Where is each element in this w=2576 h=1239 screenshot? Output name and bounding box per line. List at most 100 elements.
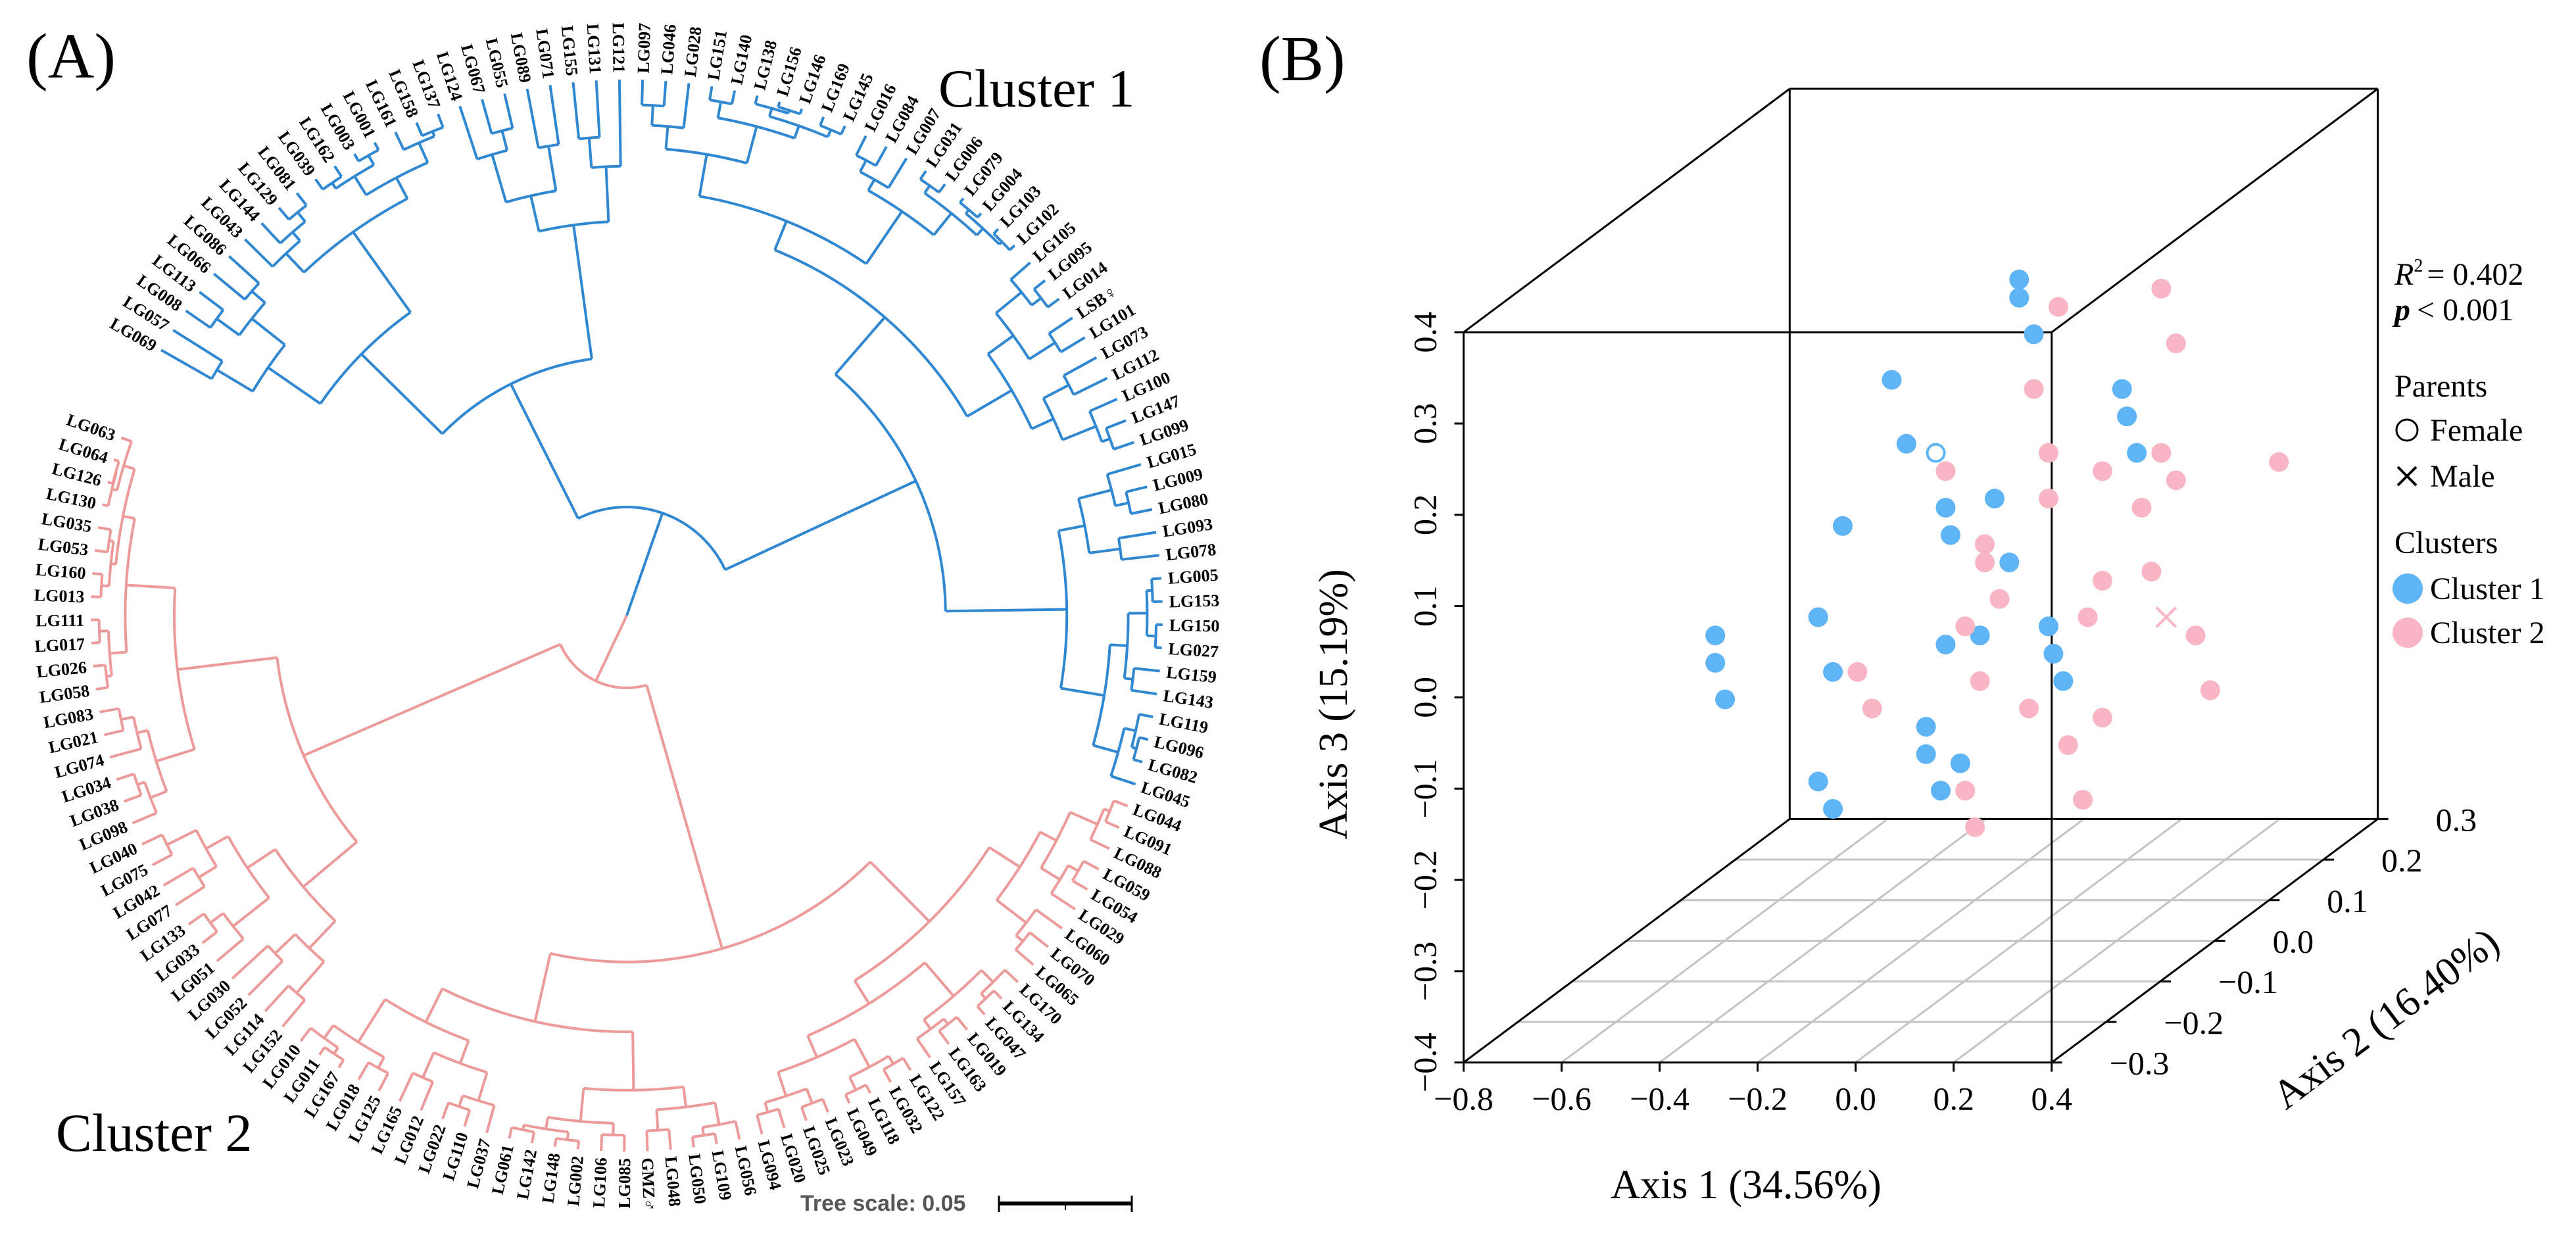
branch bbox=[93, 664, 106, 668]
branch bbox=[1060, 687, 1105, 697]
branch-arc bbox=[523, 1123, 569, 1134]
branch bbox=[787, 110, 790, 114]
branch bbox=[109, 747, 142, 759]
branch bbox=[395, 177, 409, 199]
branch bbox=[99, 707, 120, 714]
cluster-1-point bbox=[1715, 689, 1736, 710]
branch bbox=[714, 1102, 721, 1125]
branch bbox=[177, 656, 278, 671]
branch-arc bbox=[995, 831, 1042, 901]
cluster-1-point bbox=[1882, 370, 1902, 390]
axis-ticks: −0.8 −0.6 −0.4 −0.2 0.0 0.2 0.4 −0.4 −0.3 −0.2 −0.… bbox=[1407, 312, 2477, 1117]
cluster-2-point bbox=[1970, 671, 1990, 691]
branch bbox=[840, 125, 846, 135]
cluster-1-point bbox=[2009, 287, 2029, 308]
branch bbox=[529, 195, 541, 232]
leaf-label: LG058 bbox=[38, 681, 91, 707]
branch-arc bbox=[849, 1055, 890, 1079]
branch bbox=[819, 116, 825, 126]
branch bbox=[844, 1094, 851, 1104]
plot-box bbox=[1463, 87, 2379, 1064]
branch-arc bbox=[938, 1016, 958, 1032]
branch bbox=[106, 674, 112, 678]
branch-arc bbox=[756, 1107, 779, 1117]
branch-arc bbox=[641, 103, 664, 108]
branch-arc bbox=[919, 178, 940, 194]
cluster-2-point bbox=[2151, 443, 2172, 463]
cluster-1-point bbox=[1705, 652, 1726, 673]
branch-arc bbox=[1077, 498, 1091, 554]
cluster-2-point bbox=[2024, 379, 2044, 399]
branch bbox=[1146, 634, 1156, 638]
branch bbox=[1082, 860, 1100, 871]
branch bbox=[1125, 485, 1148, 494]
branch bbox=[458, 1095, 464, 1107]
branch bbox=[595, 615, 628, 682]
branch bbox=[398, 1072, 414, 1102]
branch bbox=[353, 153, 360, 162]
branch bbox=[120, 716, 134, 721]
branch bbox=[998, 241, 1003, 245]
cluster-1-point bbox=[1935, 497, 1956, 518]
branch bbox=[625, 512, 664, 616]
leaf-label: LG085 bbox=[615, 1158, 634, 1209]
cluster-1-point bbox=[1832, 516, 1853, 536]
axis-3-tick-label: −0.4 bbox=[1407, 1032, 1444, 1092]
grid-line bbox=[1659, 818, 1987, 1063]
branch bbox=[698, 154, 708, 197]
axis-3-title: Axis 3 (15.19%) bbox=[1311, 569, 1356, 840]
cluster-1-point bbox=[1984, 489, 2005, 509]
branch bbox=[682, 1086, 688, 1107]
branch bbox=[297, 211, 306, 223]
axis-2-tick-label: 0.3 bbox=[2436, 801, 2477, 838]
tree-scale: Tree scale: 0.05 bbox=[800, 1191, 1133, 1216]
branch bbox=[714, 1133, 718, 1144]
branch-arc bbox=[332, 1024, 385, 1059]
branch bbox=[777, 1071, 788, 1097]
grid-line bbox=[1953, 818, 2281, 1063]
branch bbox=[126, 583, 176, 590]
branch bbox=[1029, 931, 1049, 948]
axis-3-tick-label: −0.2 bbox=[1407, 850, 1444, 910]
leaf-label: LG028 bbox=[681, 26, 706, 78]
branch bbox=[865, 210, 904, 265]
leaf-label: LG002 bbox=[564, 1155, 587, 1207]
branch bbox=[919, 170, 927, 180]
axis-3-tick-label: −0.1 bbox=[1407, 759, 1444, 819]
branch bbox=[1138, 713, 1154, 719]
cluster-1-point bbox=[2112, 379, 2132, 399]
branch bbox=[1131, 746, 1137, 750]
leaf-label: LG035 bbox=[40, 509, 93, 536]
branch bbox=[198, 865, 218, 879]
branch bbox=[123, 464, 135, 470]
branch bbox=[175, 885, 206, 906]
branch bbox=[162, 867, 194, 887]
branch bbox=[166, 829, 197, 846]
branch-arc bbox=[538, 143, 559, 149]
branch-arc bbox=[994, 312, 1031, 360]
branch bbox=[418, 142, 429, 164]
branch bbox=[938, 1030, 950, 1045]
branch bbox=[228, 255, 260, 285]
male-marker-icon bbox=[2396, 466, 2418, 487]
branch bbox=[151, 853, 173, 867]
branch bbox=[500, 130, 509, 151]
branch-arc bbox=[819, 124, 842, 136]
branch bbox=[1063, 356, 1098, 377]
legend: R2 = 0.402 p < 0.001 Parents Female Male C… bbox=[2392, 256, 2545, 650]
cluster-2-title: Cluster 2 bbox=[56, 1103, 252, 1163]
legend-clusters-title: Clusters bbox=[2394, 525, 2498, 560]
branch-arc bbox=[959, 201, 979, 218]
branch bbox=[976, 1005, 986, 1015]
branch bbox=[155, 748, 195, 763]
branch bbox=[745, 126, 758, 164]
branch bbox=[959, 197, 965, 204]
cluster-1-point bbox=[1931, 781, 1951, 801]
branch bbox=[1050, 892, 1076, 911]
branch bbox=[805, 1088, 814, 1104]
branch bbox=[975, 228, 984, 236]
branch bbox=[533, 953, 552, 1022]
branch-arc bbox=[652, 124, 684, 130]
branch bbox=[682, 83, 691, 128]
cluster-1-point bbox=[2024, 324, 2044, 345]
